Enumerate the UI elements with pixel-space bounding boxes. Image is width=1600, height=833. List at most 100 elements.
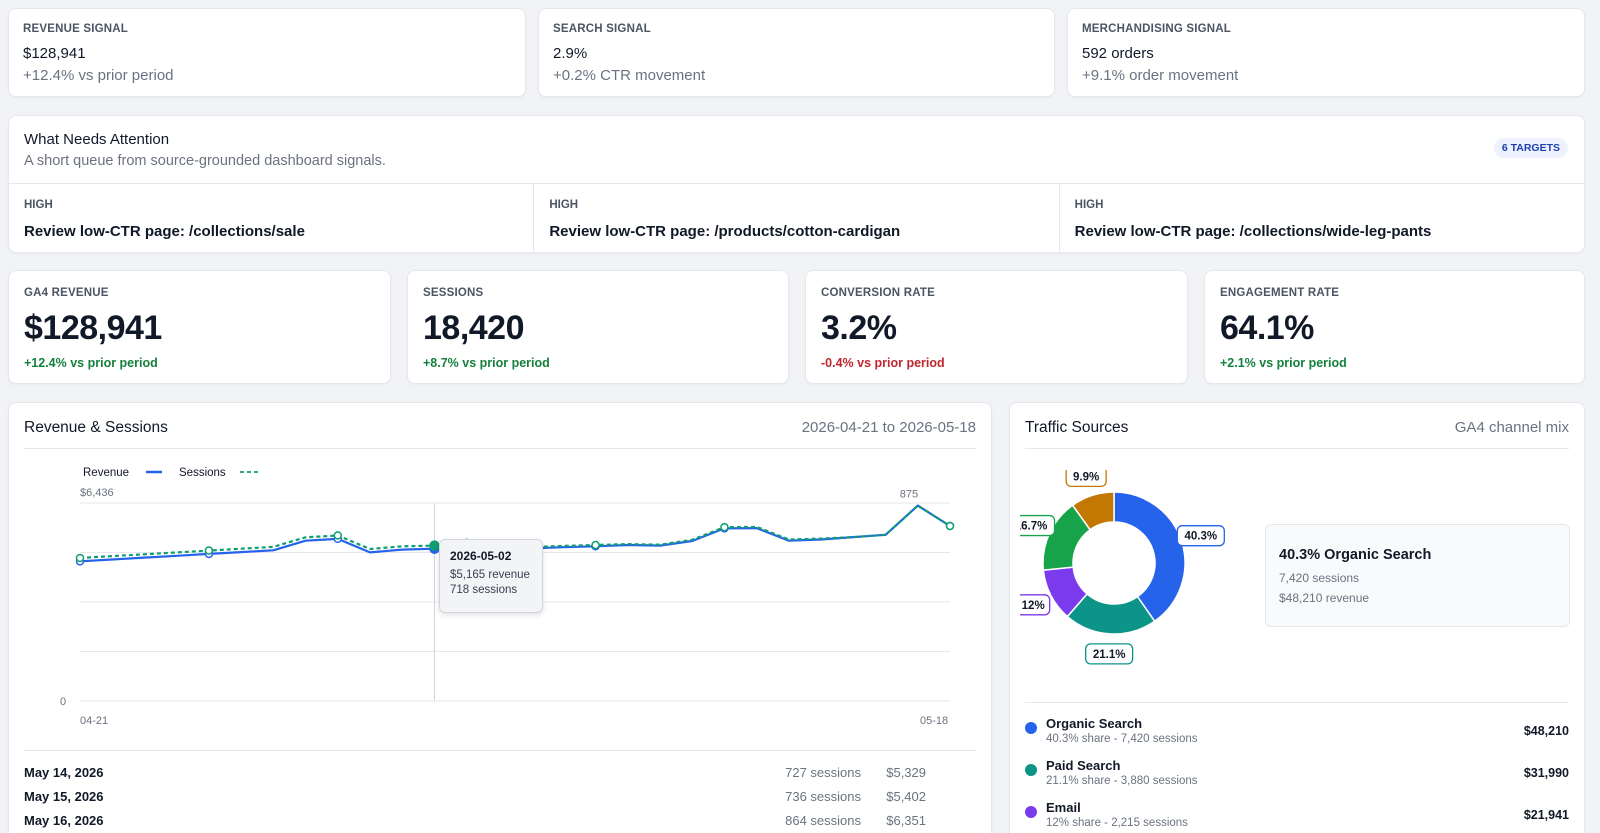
signal-sub: +12.4% vs prior period bbox=[23, 67, 174, 84]
priority-label: HIGH bbox=[24, 199, 53, 211]
x-tick-label: 04-21 bbox=[80, 715, 108, 727]
kpi-delta: -0.4% vs prior period bbox=[821, 356, 945, 370]
table-row: May 15, 2026 736 sessions $5,402 bbox=[24, 789, 976, 811]
tooltip-revenue: $5,165 revenue bbox=[450, 569, 530, 581]
kpi-value: 3.2% bbox=[821, 309, 897, 347]
selected-sessions: 7,420 sessions bbox=[1279, 571, 1360, 585]
kpi-card-conversion: CONVERSION RATE 3.2% -0.4% vs prior peri… bbox=[805, 270, 1188, 384]
table-row: May 16, 2026 864 sessions $6,351 bbox=[24, 813, 976, 833]
kpi-label: GA4 REVENUE bbox=[24, 287, 109, 299]
selected-title: 40.3% Organic Search bbox=[1279, 547, 1432, 563]
date-range[interactable]: 2026-04-21 to 2026-05-18 bbox=[801, 419, 976, 436]
tooltip-sessions: 718 sessions bbox=[450, 584, 518, 596]
slice-label: 40.3% bbox=[1185, 531, 1218, 543]
attention-item[interactable]: HIGH Review low-CTR page: /collections/w… bbox=[1060, 184, 1584, 252]
signal-value: 2.9% bbox=[553, 45, 588, 62]
chart-tooltip: 2026-05-02 $5,165 revenue 718 sessions bbox=[439, 539, 543, 613]
revenue-sessions-panel: Revenue & Sessions 2026-04-21 to 2026-05… bbox=[8, 402, 992, 833]
priority-label: HIGH bbox=[1074, 199, 1104, 211]
row-sessions: 727 sessions bbox=[785, 765, 861, 780]
targets-badge: 6 TARGETS bbox=[1493, 138, 1568, 158]
legend-detail: 21.1% share - 3,880 sessions bbox=[1046, 775, 1198, 787]
attention-title: What Needs Attention bbox=[24, 131, 170, 148]
signal-sub: +9.1% order movement bbox=[1082, 67, 1239, 84]
legend-detail: 12% share - 2,215 sessions bbox=[1046, 817, 1188, 829]
signal-label: REVENUE SIGNAL bbox=[23, 23, 129, 35]
divider bbox=[24, 750, 976, 751]
kpi-label: CONVERSION RATE bbox=[821, 287, 935, 299]
data-point bbox=[204, 546, 214, 555]
row-sessions: 736 sessions bbox=[785, 789, 861, 804]
kpi-delta: +8.7% vs prior period bbox=[423, 356, 550, 370]
legend-name: Email bbox=[1046, 800, 1081, 815]
signal-sub: +0.2% CTR movement bbox=[553, 67, 706, 84]
x-tick-label: 05-18 bbox=[920, 715, 948, 727]
legend-item[interactable]: Organic Search 40.3% share - 7,420 sessi… bbox=[1025, 716, 1569, 756]
panel-subtitle: GA4 channel mix bbox=[1454, 419, 1569, 436]
attention-item[interactable]: HIGH Review low-CTR page: /collections/s… bbox=[9, 184, 535, 252]
selected-revenue: $48,210 revenue bbox=[1279, 591, 1370, 605]
kpi-delta: +12.4% vs prior period bbox=[24, 356, 158, 370]
legend-sessions-label: Sessions bbox=[179, 467, 226, 479]
legend-dot bbox=[1025, 806, 1037, 818]
kpi-label: SESSIONS bbox=[423, 287, 484, 299]
kpi-value: 18,420 bbox=[423, 309, 525, 347]
kpi-value: 64.1% bbox=[1220, 309, 1314, 347]
attention-subtitle: A short queue from source-grounded dashb… bbox=[24, 153, 386, 169]
slice-label: 9.9% bbox=[1073, 471, 1099, 483]
row-revenue: $5,402 bbox=[886, 789, 926, 804]
merchandising-signal-card: MERCHANDISING SIGNAL 592 orders +9.1% or… bbox=[1067, 8, 1585, 97]
attention-panel: What Needs Attention A short queue from … bbox=[8, 115, 1585, 253]
kpi-card-revenue: GA4 REVENUE $128,941 +12.4% vs prior per… bbox=[8, 270, 391, 384]
priority-label: HIGH bbox=[549, 199, 579, 211]
row-date: May 15, 2026 bbox=[24, 789, 104, 804]
search-signal-card: SEARCH SIGNAL 2.9% +0.2% CTR movement bbox=[538, 8, 1055, 97]
task-label: Review low-CTR page: /products/cotton-ca… bbox=[549, 223, 901, 240]
slice-label-box bbox=[1020, 594, 1051, 616]
y-min-label: 0 bbox=[60, 696, 66, 708]
row-revenue: $5,329 bbox=[886, 765, 926, 780]
slice-label: 12% bbox=[1022, 600, 1045, 612]
legend-amount: $48,210 bbox=[1523, 724, 1569, 738]
legend-item[interactable]: Email 12% share - 2,215 sessions $21,941 bbox=[1025, 800, 1569, 833]
peak-label: 875 bbox=[900, 489, 918, 501]
divider bbox=[1025, 448, 1569, 449]
panel-title: Revenue & Sessions bbox=[24, 419, 168, 436]
row-sessions: 864 sessions bbox=[785, 813, 861, 828]
data-point bbox=[333, 531, 343, 540]
signal-value: 592 orders bbox=[1082, 45, 1154, 62]
data-point bbox=[429, 540, 440, 551]
table-row: May 14, 2026 727 sessions $5,329 bbox=[24, 765, 976, 787]
series-line-sessions bbox=[79, 504, 951, 559]
legend-dot bbox=[1025, 722, 1037, 734]
data-point bbox=[945, 521, 955, 531]
task-label: Review low-CTR page: /collections/wide-l… bbox=[1074, 223, 1432, 240]
legend-item[interactable]: Paid Search 21.1% share - 3,880 sessions… bbox=[1025, 758, 1569, 798]
traffic-donut-chart[interactable]: 40.3% 21.1% 12% 16.7% 9.9% bbox=[1020, 470, 1270, 690]
kpi-delta: +2.1% vs prior period bbox=[1220, 356, 1347, 370]
attention-item[interactable]: HIGH Review low-CTR page: /products/cott… bbox=[534, 184, 1060, 252]
tooltip-date: 2026-05-02 bbox=[450, 549, 512, 563]
panel-title: Traffic Sources bbox=[1025, 419, 1129, 436]
data-point bbox=[591, 540, 600, 550]
signal-label: MERCHANDISING SIGNAL bbox=[1082, 23, 1232, 35]
kpi-card-engagement: ENGAGEMENT RATE 64.1% +2.1% vs prior per… bbox=[1204, 270, 1585, 384]
row-date: May 14, 2026 bbox=[24, 765, 104, 780]
slice-label-box bbox=[1176, 525, 1225, 547]
legend-dot bbox=[1025, 764, 1037, 776]
revenue-signal-card: REVENUE SIGNAL $128,941 +12.4% vs prior … bbox=[8, 8, 526, 97]
task-label: Review low-CTR page: /collections/sale bbox=[24, 223, 305, 240]
slice-label-box bbox=[1065, 470, 1107, 488]
divider bbox=[24, 448, 976, 449]
data-point bbox=[75, 553, 85, 563]
slice-label-box bbox=[1084, 643, 1134, 665]
kpi-value: $128,941 bbox=[24, 309, 162, 347]
donut-slice bbox=[1113, 491, 1186, 623]
legend-name: Paid Search bbox=[1046, 758, 1121, 773]
slice-label-box bbox=[1020, 514, 1056, 537]
legend-revenue-label: Revenue bbox=[83, 467, 129, 479]
kpi-card-sessions: SESSIONS 18,420 +8.7% vs prior period bbox=[407, 270, 789, 384]
signal-value: $128,941 bbox=[23, 45, 86, 62]
row-revenue: $6,351 bbox=[886, 813, 926, 828]
legend-amount: $21,941 bbox=[1523, 808, 1569, 822]
